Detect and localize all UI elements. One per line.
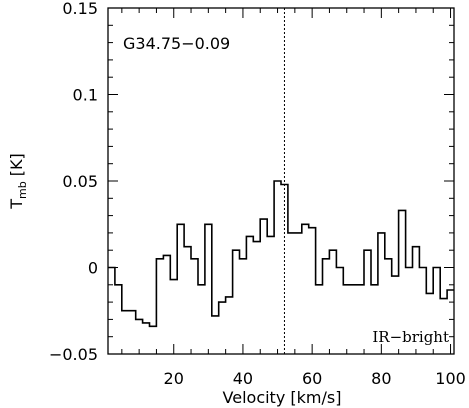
y-tick-label: 0.15: [62, 0, 98, 18]
spectrum-step-line: [108, 180, 454, 328]
x-tick-label: 80: [371, 369, 391, 388]
y-tick-label: 0.1: [73, 86, 98, 105]
source-annotation: G34.75−0.09: [123, 34, 230, 53]
svg-text:Tmb[K]: Tmb [K]: [7, 153, 29, 209]
plot-area: 20 40 60 80 100 −0.05 0 0.05 0.1 0.15: [49, 0, 466, 388]
y-tick-label: 0: [88, 259, 98, 278]
y-axis-title: Tmb [K]: [7, 153, 29, 209]
y-axis-title-main: T: [7, 199, 26, 210]
x-tick-label: 40: [233, 369, 253, 388]
x-tick-label: 100: [435, 369, 466, 388]
x-axis-title: Velocity [km/s]: [223, 388, 342, 407]
y-tick-label: −0.05: [49, 345, 98, 364]
y-axis-title-sub: mb: [16, 181, 29, 199]
x-tick-label: 20: [164, 369, 184, 388]
y-axis-title-unit: [K]: [7, 153, 26, 176]
class-annotation: IR−bright: [372, 328, 449, 346]
x-tick-label: 60: [302, 369, 322, 388]
y-ticks: −0.05 0 0.05 0.1 0.15: [49, 0, 454, 364]
y-tick-label: 0.05: [62, 172, 98, 191]
x-ticks: 20 40 60 80 100: [121, 8, 466, 388]
